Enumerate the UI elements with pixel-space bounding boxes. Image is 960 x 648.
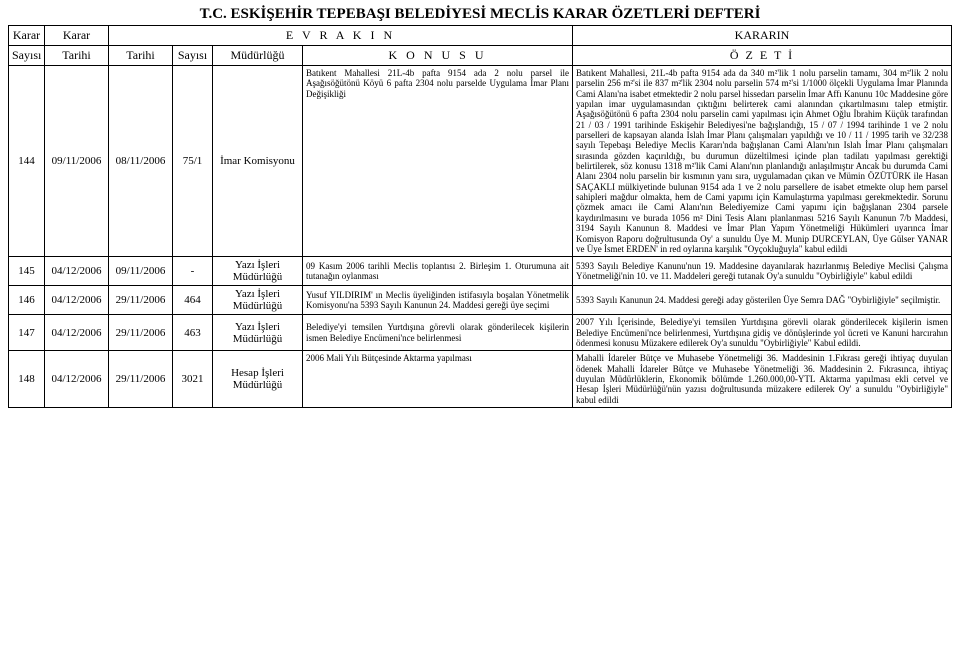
cell-no: 146: [9, 286, 45, 315]
page-title: T.C. ESKİŞEHİR TEPEBAŞI BELEDİYESİ MECLİ…: [8, 6, 952, 23]
header-row-1: Karar Karar E V R A K I N KARARIN: [9, 26, 952, 46]
cell-esayi: -: [173, 257, 213, 286]
cell-ozet: Mahalli İdareler Bütçe ve Muhasebe Yönet…: [573, 351, 952, 408]
cell-etarih: 08/11/2006: [109, 66, 173, 257]
cell-esayi: 463: [173, 315, 213, 351]
page-container: T.C. ESKİŞEHİR TEPEBAŞI BELEDİYESİ MECLİ…: [0, 0, 960, 414]
cell-konu: Belediye'yi temsilen Yurtdışına görevli …: [303, 315, 573, 351]
hdr-karar-tarihi-2: Tarihi: [45, 46, 109, 66]
cell-no: 148: [9, 351, 45, 408]
hdr-evrak-sayisi: Sayısı: [173, 46, 213, 66]
cell-mudurluk: İmar Komisyonu: [213, 66, 303, 257]
cell-etarih: 29/11/2006: [109, 286, 173, 315]
cell-etarih: 29/11/2006: [109, 351, 173, 408]
cell-ozet: 5393 Sayılı Belediye Kanunu'nun 19. Madd…: [573, 257, 952, 286]
hdr-ozeti: Ö Z E T İ: [573, 46, 952, 66]
table-row: 148 04/12/2006 29/11/2006 3021 Hesap İşl…: [9, 351, 952, 408]
cell-tarih: 04/12/2006: [45, 257, 109, 286]
cell-no: 147: [9, 315, 45, 351]
cell-konu: 09 Kasım 2006 tarihli Meclis toplantısı …: [303, 257, 573, 286]
cell-tarih: 04/12/2006: [45, 351, 109, 408]
header-row-2: Sayısı Tarihi Tarihi Sayısı Müdürlüğü K …: [9, 46, 952, 66]
cell-no: 145: [9, 257, 45, 286]
cell-tarih: 09/11/2006: [45, 66, 109, 257]
hdr-kararin: KARARIN: [573, 26, 952, 46]
cell-ozet: Batıkent Mahallesi, 21L-4b pafta 9154 ad…: [573, 66, 952, 257]
cell-etarih: 09/11/2006: [109, 257, 173, 286]
hdr-karar-tarihi-1: Karar: [45, 26, 109, 46]
hdr-karar-sayisi-2: Sayısı: [9, 46, 45, 66]
cell-mudurluk: Yazı İşleri Müdürlüğü: [213, 257, 303, 286]
hdr-konusu: K O N U S U: [303, 46, 573, 66]
table-row: 145 04/12/2006 09/11/2006 - Yazı İşleri …: [9, 257, 952, 286]
cell-no: 144: [9, 66, 45, 257]
cell-esayi: 75/1: [173, 66, 213, 257]
table-row: 146 04/12/2006 29/11/2006 464 Yazı İşler…: [9, 286, 952, 315]
hdr-evrak-mudurlugu: Müdürlüğü: [213, 46, 303, 66]
cell-esayi: 464: [173, 286, 213, 315]
cell-mudurluk: Yazı İşleri Müdürlüğü: [213, 286, 303, 315]
cell-mudurluk: Yazı İşleri Müdürlüğü: [213, 315, 303, 351]
table-row: 147 04/12/2006 29/11/2006 463 Yazı İşler…: [9, 315, 952, 351]
cell-konu: Batıkent Mahallesi 21L-4b pafta 9154 ada…: [303, 66, 573, 257]
records-table: Karar Karar E V R A K I N KARARIN Sayısı…: [8, 25, 952, 408]
cell-tarih: 04/12/2006: [45, 315, 109, 351]
cell-mudurluk: Hesap İşleri Müdürlüğü: [213, 351, 303, 408]
hdr-evrakin: E V R A K I N: [109, 26, 573, 46]
cell-etarih: 29/11/2006: [109, 315, 173, 351]
table-row: 144 09/11/2006 08/11/2006 75/1 İmar Komi…: [9, 66, 952, 257]
hdr-karar-sayisi-1: Karar: [9, 26, 45, 46]
cell-konu: Yusuf YILDIRIM' ın Meclis üyeliğinden is…: [303, 286, 573, 315]
cell-ozet: 2007 Yılı İçerisinde, Belediye'yi temsil…: [573, 315, 952, 351]
hdr-evrak-tarihi: Tarihi: [109, 46, 173, 66]
cell-tarih: 04/12/2006: [45, 286, 109, 315]
cell-ozet: 5393 Sayılı Kanunun 24. Maddesi gereği a…: [573, 286, 952, 315]
cell-esayi: 3021: [173, 351, 213, 408]
cell-konu: 2006 Mali Yılı Bütçesinde Aktarma yapılm…: [303, 351, 573, 408]
